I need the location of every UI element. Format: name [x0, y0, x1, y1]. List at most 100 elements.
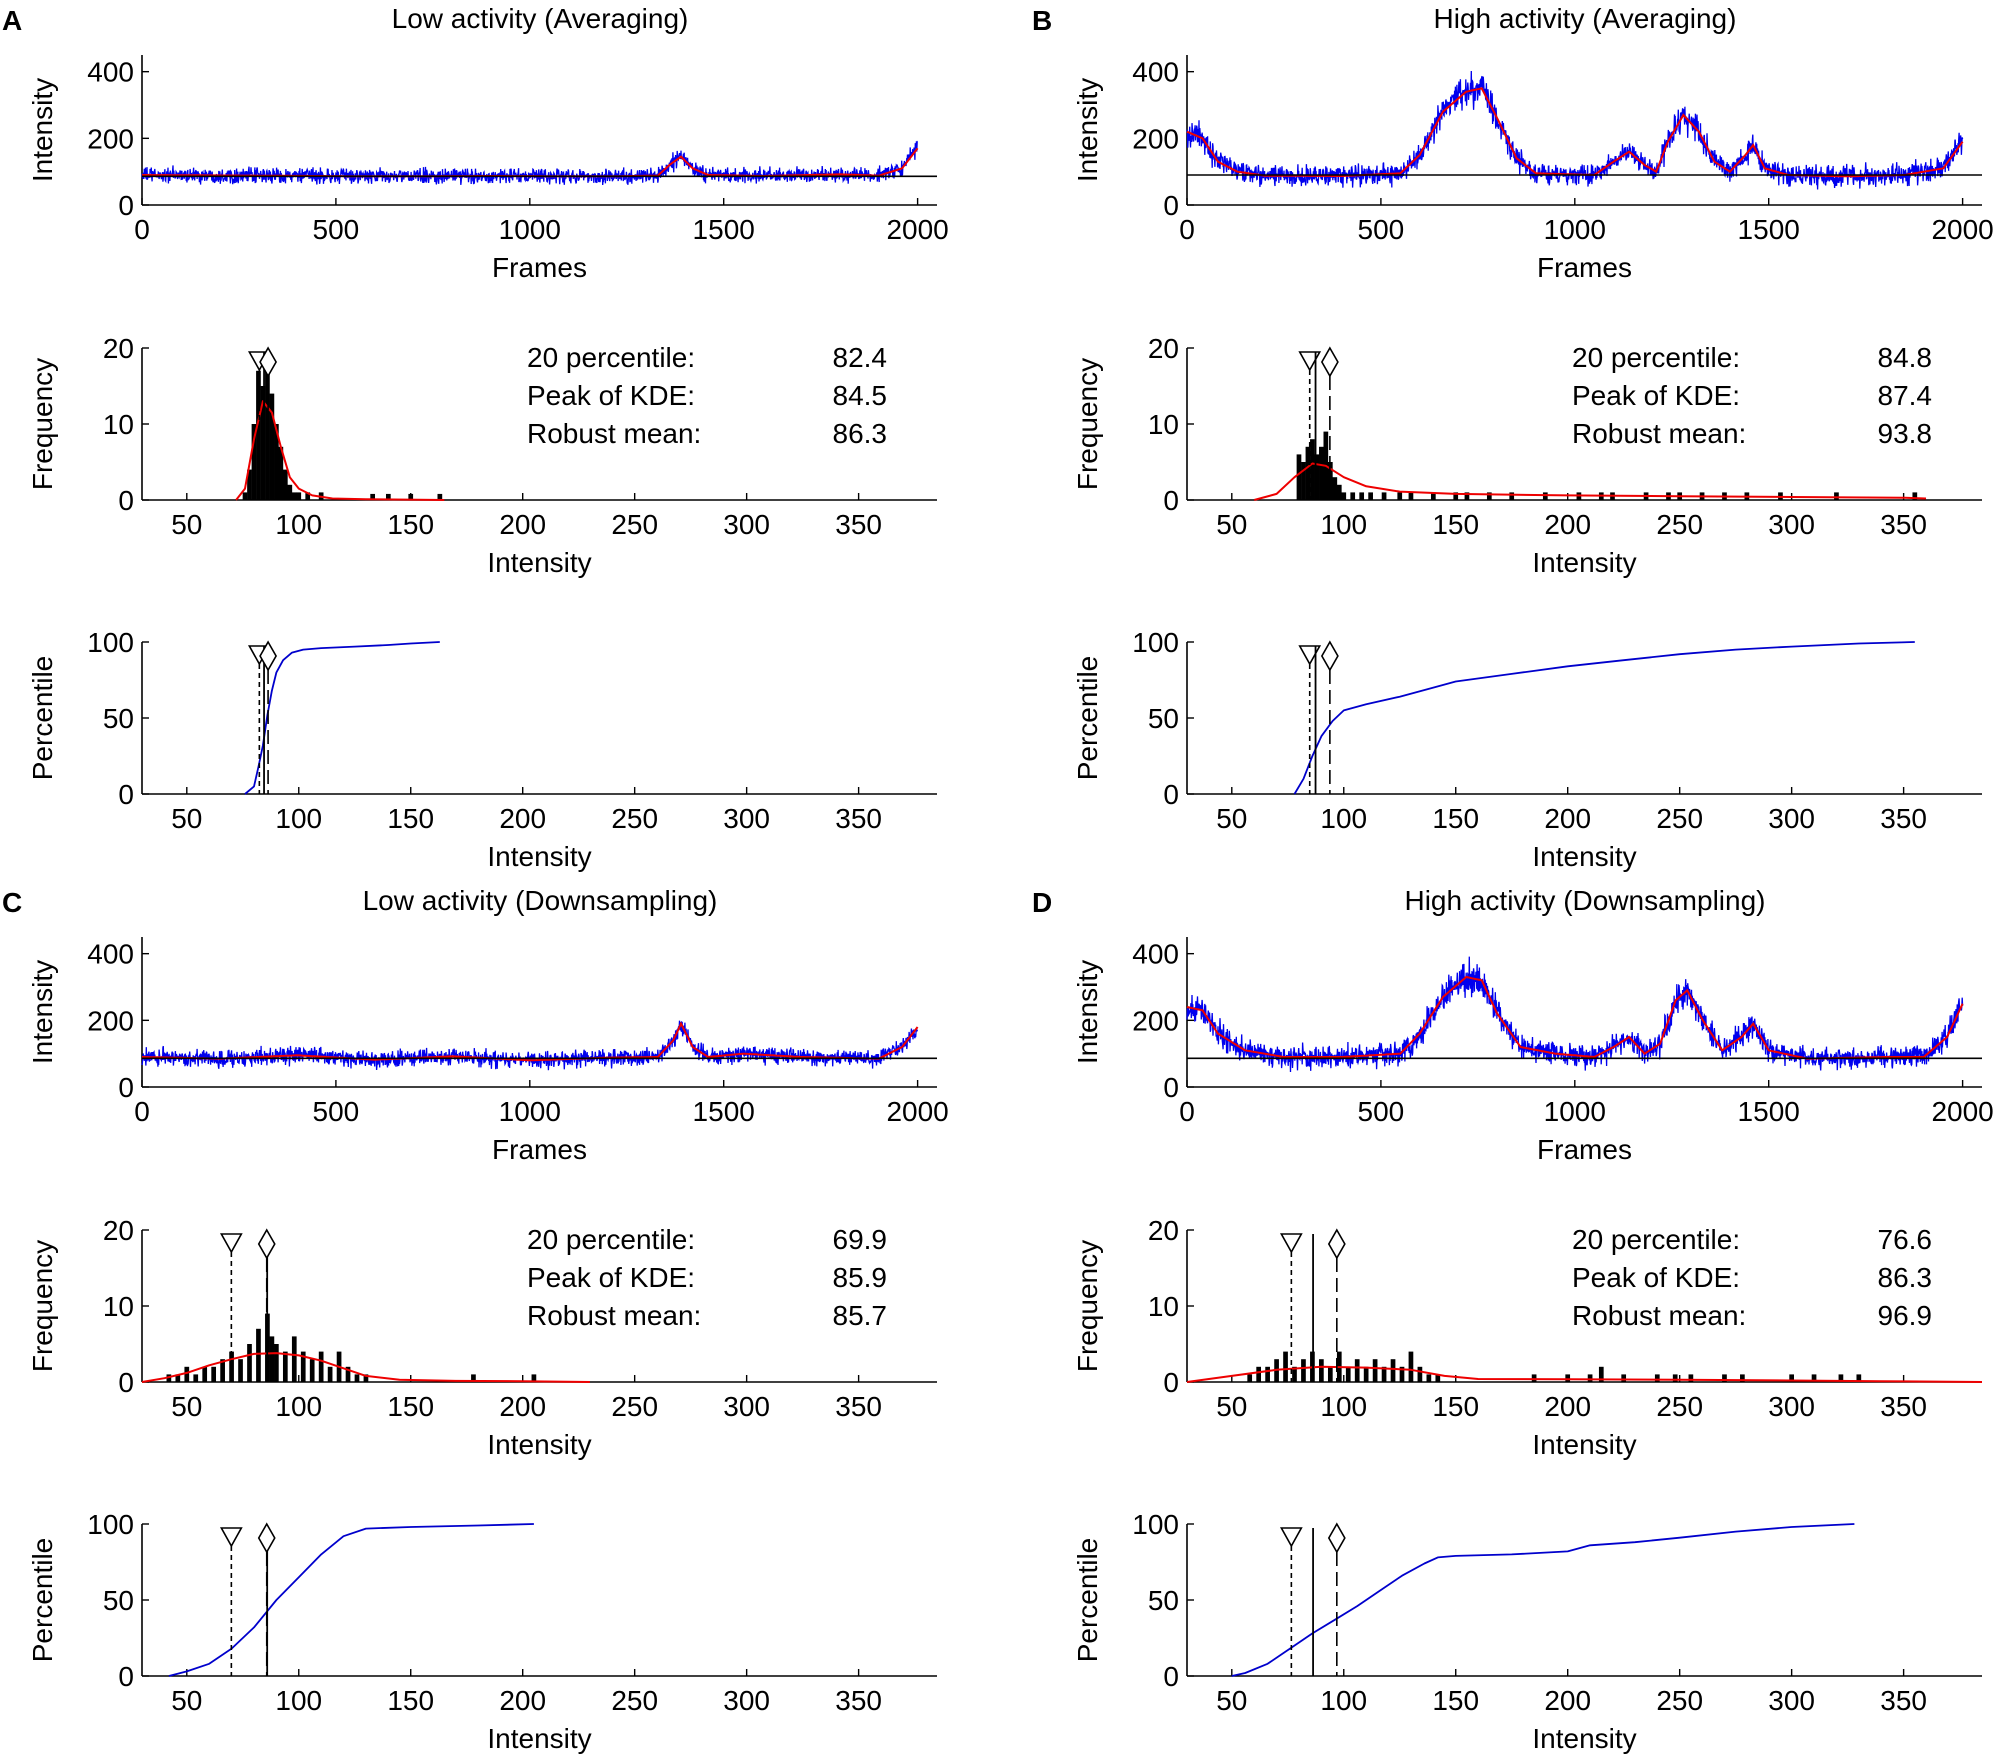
- panel-c-letter: C: [2, 887, 22, 918]
- panel-d-cdf-x-tick-label: 100: [1320, 1685, 1367, 1716]
- panel-d-histogram-bar: [1399, 1366, 1405, 1382]
- panel-a-cdf-x-tick-label: 250: [611, 803, 658, 834]
- panel-d-trace-y-tick-label: 0: [1163, 1072, 1179, 1103]
- panel-a-histogram-kde-curve: [235, 400, 445, 501]
- panel-a-trace-x-tick-label: 500: [313, 214, 360, 245]
- panel-a-trace-x-label: Frames: [492, 252, 587, 283]
- panel-a-histogram-x-tick-label: 50: [171, 509, 202, 540]
- panel-d-cdf-x-tick-label: 50: [1216, 1685, 1247, 1716]
- panel-d-trace-y-label: Intensity: [1072, 960, 1103, 1064]
- panel-d-cdf-x-tick-label: 300: [1768, 1685, 1815, 1716]
- panel-b-histogram-x-tick-label: 200: [1544, 509, 1591, 540]
- panel-b-histogram-bar: [1336, 484, 1342, 500]
- panel-c-cdf-x-tick-label: 100: [275, 1685, 322, 1716]
- panel-a-histogram-bar: [370, 493, 376, 500]
- panel-c-histogram-x-tick-label: 100: [275, 1391, 322, 1422]
- panel-d-histogram-bar: [1621, 1374, 1627, 1382]
- panel-c-histogram-x-tick-label: 50: [171, 1391, 202, 1422]
- panel-b-histogram-bar: [1296, 454, 1302, 500]
- panel-c-histogram-bar: [345, 1366, 351, 1382]
- panel-a-histogram-bar: [251, 424, 257, 500]
- panel-b-trace-x-label: Frames: [1537, 252, 1632, 283]
- panel-b-trace-x-tick-label: 1000: [1544, 214, 1606, 245]
- panel-d-cdf-x-tick-label: 250: [1656, 1685, 1703, 1716]
- panel-a-histogram-bar: [265, 363, 270, 500]
- panel-b-cdf-x-tick-label: 150: [1432, 803, 1479, 834]
- panel-a-cdf-x-tick-label: 200: [499, 803, 546, 834]
- panel-b-cdf-x-tick-label: 200: [1544, 803, 1591, 834]
- panel-a-trace-chart: 0 500 1000 1500 2000 0 200 400 Frames Intensity: [27, 55, 949, 283]
- panel-a-cdf-y-tick-label: 100: [87, 627, 134, 658]
- panel-c-trace-y-tick-label: 400: [87, 939, 134, 970]
- panel-c-cdf-robust-mean-marker: [257, 1522, 276, 1554]
- panel-b-trace-y-tick-label: 0: [1163, 190, 1179, 221]
- panel-a-cdf-y-label: Percentile: [27, 656, 58, 781]
- panel-b-trace-y-tick-label: 400: [1132, 57, 1179, 88]
- panel-b-histogram-bar: [1509, 492, 1515, 500]
- panel-a-cdf-x-label: Intensity: [487, 841, 591, 872]
- panel-d-histogram-x-tick-label: 150: [1432, 1391, 1479, 1422]
- panel-b-histogram-bar: [1332, 477, 1338, 500]
- panel-b-trace-x-tick-label: 0: [1179, 214, 1195, 245]
- panel-a-histogram-robust-mean-marker: [259, 346, 278, 378]
- panel-d-histogram-bar: [1688, 1374, 1694, 1382]
- panel-a-histogram-bar: [242, 492, 248, 500]
- panel-c-histogram-x-tick-label: 350: [835, 1391, 882, 1422]
- panel-c-histogram-bar: [282, 1351, 288, 1382]
- panel-c-histogram-bar: [202, 1366, 208, 1382]
- panel-c-histogram-y-label: Frequency: [27, 1240, 58, 1372]
- panel-d-histogram-bar: [1722, 1374, 1727, 1382]
- panel-d-trace-x-tick-label: 1000: [1544, 1096, 1606, 1127]
- panel-c-cdf-x-tick-label: 200: [499, 1685, 546, 1716]
- panel-a-trace-y-tick-label: 0: [118, 190, 134, 221]
- panel-d-histogram-y-tick-label: 20: [1148, 1215, 1179, 1246]
- panel-d-histogram-bar: [1417, 1366, 1423, 1382]
- panel-c-histogram-percentile-20-marker: [219, 1233, 243, 1254]
- panel-b-cdf-chart: 50 100 150 200 250 300 350 0 50 100 Intensity Perce…: [1072, 627, 1982, 872]
- panel-a-cdf-y-tick-label: 0: [118, 779, 134, 810]
- panel-d-trace-x-tick-label: 1500: [1738, 1096, 1800, 1127]
- panel-a-histogram-stat-label: Robust mean:: [527, 418, 701, 449]
- panel-a-trace-x-tick-label: 2000: [886, 214, 948, 245]
- panel-b-histogram-stat-label: 20 percentile:: [1572, 342, 1740, 373]
- panel-a-cdf-chart: 50 100 150 200 250 300 350 0 50 100 Intensity Perce…: [27, 627, 937, 872]
- panel-b-histogram-x-tick-label: 350: [1880, 509, 1927, 540]
- panel-d-histogram-bar: [1672, 1374, 1678, 1382]
- panel-c-cdf-chart: 50 100 150 200 250 300 350 0 50 100 Intensity Perce…: [27, 1509, 937, 1754]
- panel-d-histogram-bar: [1292, 1366, 1297, 1382]
- panel-a-histogram-y-tick-label: 0: [118, 485, 134, 516]
- panel-d-histogram-bar: [1327, 1366, 1333, 1382]
- panel-b-histogram-x-tick-label: 250: [1656, 509, 1703, 540]
- panel-c-histogram-x-tick-label: 250: [611, 1391, 658, 1422]
- panel-d-histogram-bar: [1301, 1359, 1306, 1382]
- panel-c-cdf-x-tick-label: 350: [835, 1685, 882, 1716]
- panel-c-cdf-x-tick-label: 150: [387, 1685, 434, 1716]
- panel-d-histogram-x-tick-label: 250: [1656, 1391, 1703, 1422]
- panel-d-histogram-stat-label: 20 percentile:: [1572, 1224, 1740, 1255]
- panel-d-trace-x-tick-label: 2000: [1931, 1096, 1993, 1127]
- panel-d-cdf-cdf-curve: [1231, 1523, 1855, 1677]
- panel-c-histogram-bar: [238, 1359, 243, 1382]
- panel-b-cdf-cdf-curve: [1293, 641, 1915, 795]
- panel-c-cdf-x-tick-label: 50: [171, 1685, 202, 1716]
- panel-a-histogram-stat-value: 84.5: [833, 380, 888, 411]
- panel-b-histogram-bar: [1912, 492, 1918, 500]
- panel-b-cdf-y-label: Percentile: [1072, 656, 1103, 781]
- panel-c-histogram-bar: [220, 1359, 225, 1382]
- panel-b-histogram-bar: [1301, 462, 1306, 500]
- panel-b-cdf-x-label: Intensity: [1532, 841, 1636, 872]
- panel-c-histogram-bar: [175, 1374, 181, 1382]
- panel-b-trace-y-label: Intensity: [1072, 78, 1103, 182]
- panel-d-trace-y-tick-label: 400: [1132, 939, 1179, 970]
- panel-d-histogram-stat-label: Robust mean:: [1572, 1300, 1746, 1331]
- panel-b-histogram-bar: [1408, 492, 1414, 500]
- panel-c-cdf-y-label: Percentile: [27, 1538, 58, 1663]
- panel-b-histogram-y-tick-label: 10: [1148, 409, 1179, 440]
- panel-a-histogram-bar: [385, 493, 391, 500]
- panel-d-cdf-chart: 50 100 150 200 250 300 350 0 50 100 Intensity Perce…: [1072, 1509, 1982, 1754]
- panel-d-cdf-y-tick-label: 50: [1148, 1585, 1179, 1616]
- panel-a-title: Low activity (Averaging): [392, 3, 689, 34]
- panel-d-histogram-y-label: Frequency: [1072, 1240, 1103, 1372]
- panel-a-histogram-y-tick-label: 10: [103, 409, 134, 440]
